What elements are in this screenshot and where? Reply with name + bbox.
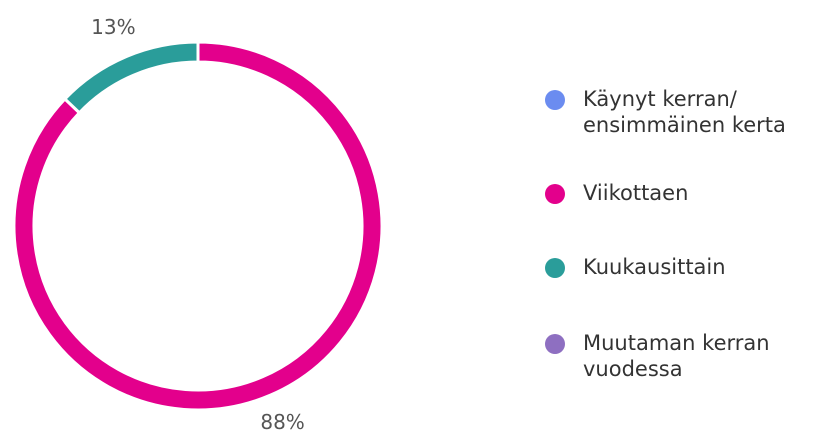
data-label: 13% [91,15,135,39]
legend-item: Käynyt kerran/ ensimmäinen kerta [545,86,786,138]
legend-label: Muutaman kerran vuodessa [583,331,770,381]
donut-slice [12,40,384,412]
legend-label: Käynyt kerran/ ensimmäinen kerta [583,87,786,137]
legend-label: Viikottaen [583,181,689,205]
legend-item: Muutaman kerran vuodessa [545,330,770,382]
legend: Käynyt kerran/ ensimmäinen kerta Viikotta… [545,0,826,438]
legend-label: Kuukausittain [583,255,726,279]
legend-swatch [545,90,565,110]
legend-swatch [545,184,565,204]
legend-item: Viikottaen [545,180,688,206]
legend-swatch [545,334,565,354]
data-label: 88% [260,410,304,434]
chart: 88% 13% [12,15,384,434]
legend-item: Kuukausittain [545,254,726,280]
legend-swatch [545,258,565,278]
donut-slice [62,40,200,115]
